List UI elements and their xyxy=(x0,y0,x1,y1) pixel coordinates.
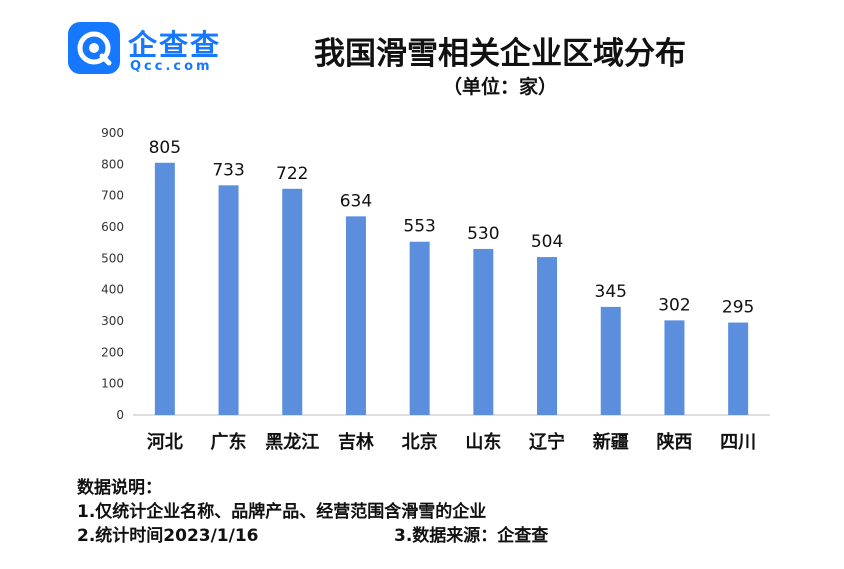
x-tick-label: 黑龙江 xyxy=(265,431,319,453)
y-tick-label: 500 xyxy=(101,251,124,265)
note-line-1: 1.仅统计企业名称、品牌产品、经营范围含滑雪的企业 xyxy=(77,502,487,522)
x-tick-label: 山东 xyxy=(465,431,501,453)
bar xyxy=(345,216,366,415)
data-label: 722 xyxy=(276,164,308,184)
x-tick-label: 辽宁 xyxy=(529,431,565,453)
data-notes: 数据说明： 1.仅统计企业名称、品牌产品、经营范围含滑雪的企业 2.统计时间20… xyxy=(77,476,797,548)
y-tick-label: 600 xyxy=(101,220,124,234)
data-label: 345 xyxy=(595,282,627,302)
y-tick-label: 100 xyxy=(101,377,124,391)
data-label: 805 xyxy=(149,138,181,158)
bar xyxy=(473,248,494,415)
bar xyxy=(218,185,239,415)
chart-title: 我国滑雪相关企业区域分布 xyxy=(314,36,686,72)
y-tick-label: 800 xyxy=(101,157,124,171)
qcc-logo-icon xyxy=(68,22,120,74)
chart-subtitle: （单位：家） xyxy=(442,76,557,98)
x-tick-label: 新疆 xyxy=(593,431,629,453)
x-tick-label: 陕西 xyxy=(656,431,692,453)
note-row-3: 2.统计时间2023/1/16 3.数据来源：企查查 xyxy=(77,524,797,548)
bar xyxy=(282,188,303,415)
bar xyxy=(409,241,430,415)
logo-name-en: Qcc.com xyxy=(130,59,213,74)
bar xyxy=(664,320,685,415)
y-tick-label: 300 xyxy=(101,314,124,328)
y-tick-label: 0 xyxy=(116,408,124,422)
x-tick-label: 北京 xyxy=(402,431,438,453)
x-tick-label: 河北 xyxy=(147,432,183,453)
qcc-logo-glyph xyxy=(77,31,112,66)
x-tick-label: 吉林 xyxy=(338,431,374,453)
bar xyxy=(154,162,175,415)
x-tick-label: 广东 xyxy=(211,431,247,453)
x-tick-label: 四川 xyxy=(720,432,756,453)
y-tick-label: 700 xyxy=(101,189,124,203)
logo-name-cn: 企查查 xyxy=(128,28,222,62)
qcc-logo: 企查查 Qcc.com xyxy=(68,22,238,78)
data-label: 553 xyxy=(403,217,435,237)
data-label: 733 xyxy=(212,160,244,180)
bar xyxy=(600,306,621,415)
data-label: 504 xyxy=(531,232,563,252)
y-tick-label: 200 xyxy=(101,345,124,359)
data-label: 302 xyxy=(658,295,690,315)
note-line-3: 3.数据来源：企查查 xyxy=(394,526,549,546)
bar xyxy=(728,322,749,415)
notes-heading: 数据说明： xyxy=(77,478,162,498)
data-label: 295 xyxy=(722,298,754,318)
y-tick-label: 900 xyxy=(101,126,124,140)
data-label: 634 xyxy=(340,191,372,211)
bar xyxy=(537,257,558,415)
data-label: 530 xyxy=(467,224,499,244)
y-tick-label: 400 xyxy=(101,283,124,297)
note-line-2: 2.统计时间2023/1/16 xyxy=(77,526,259,546)
